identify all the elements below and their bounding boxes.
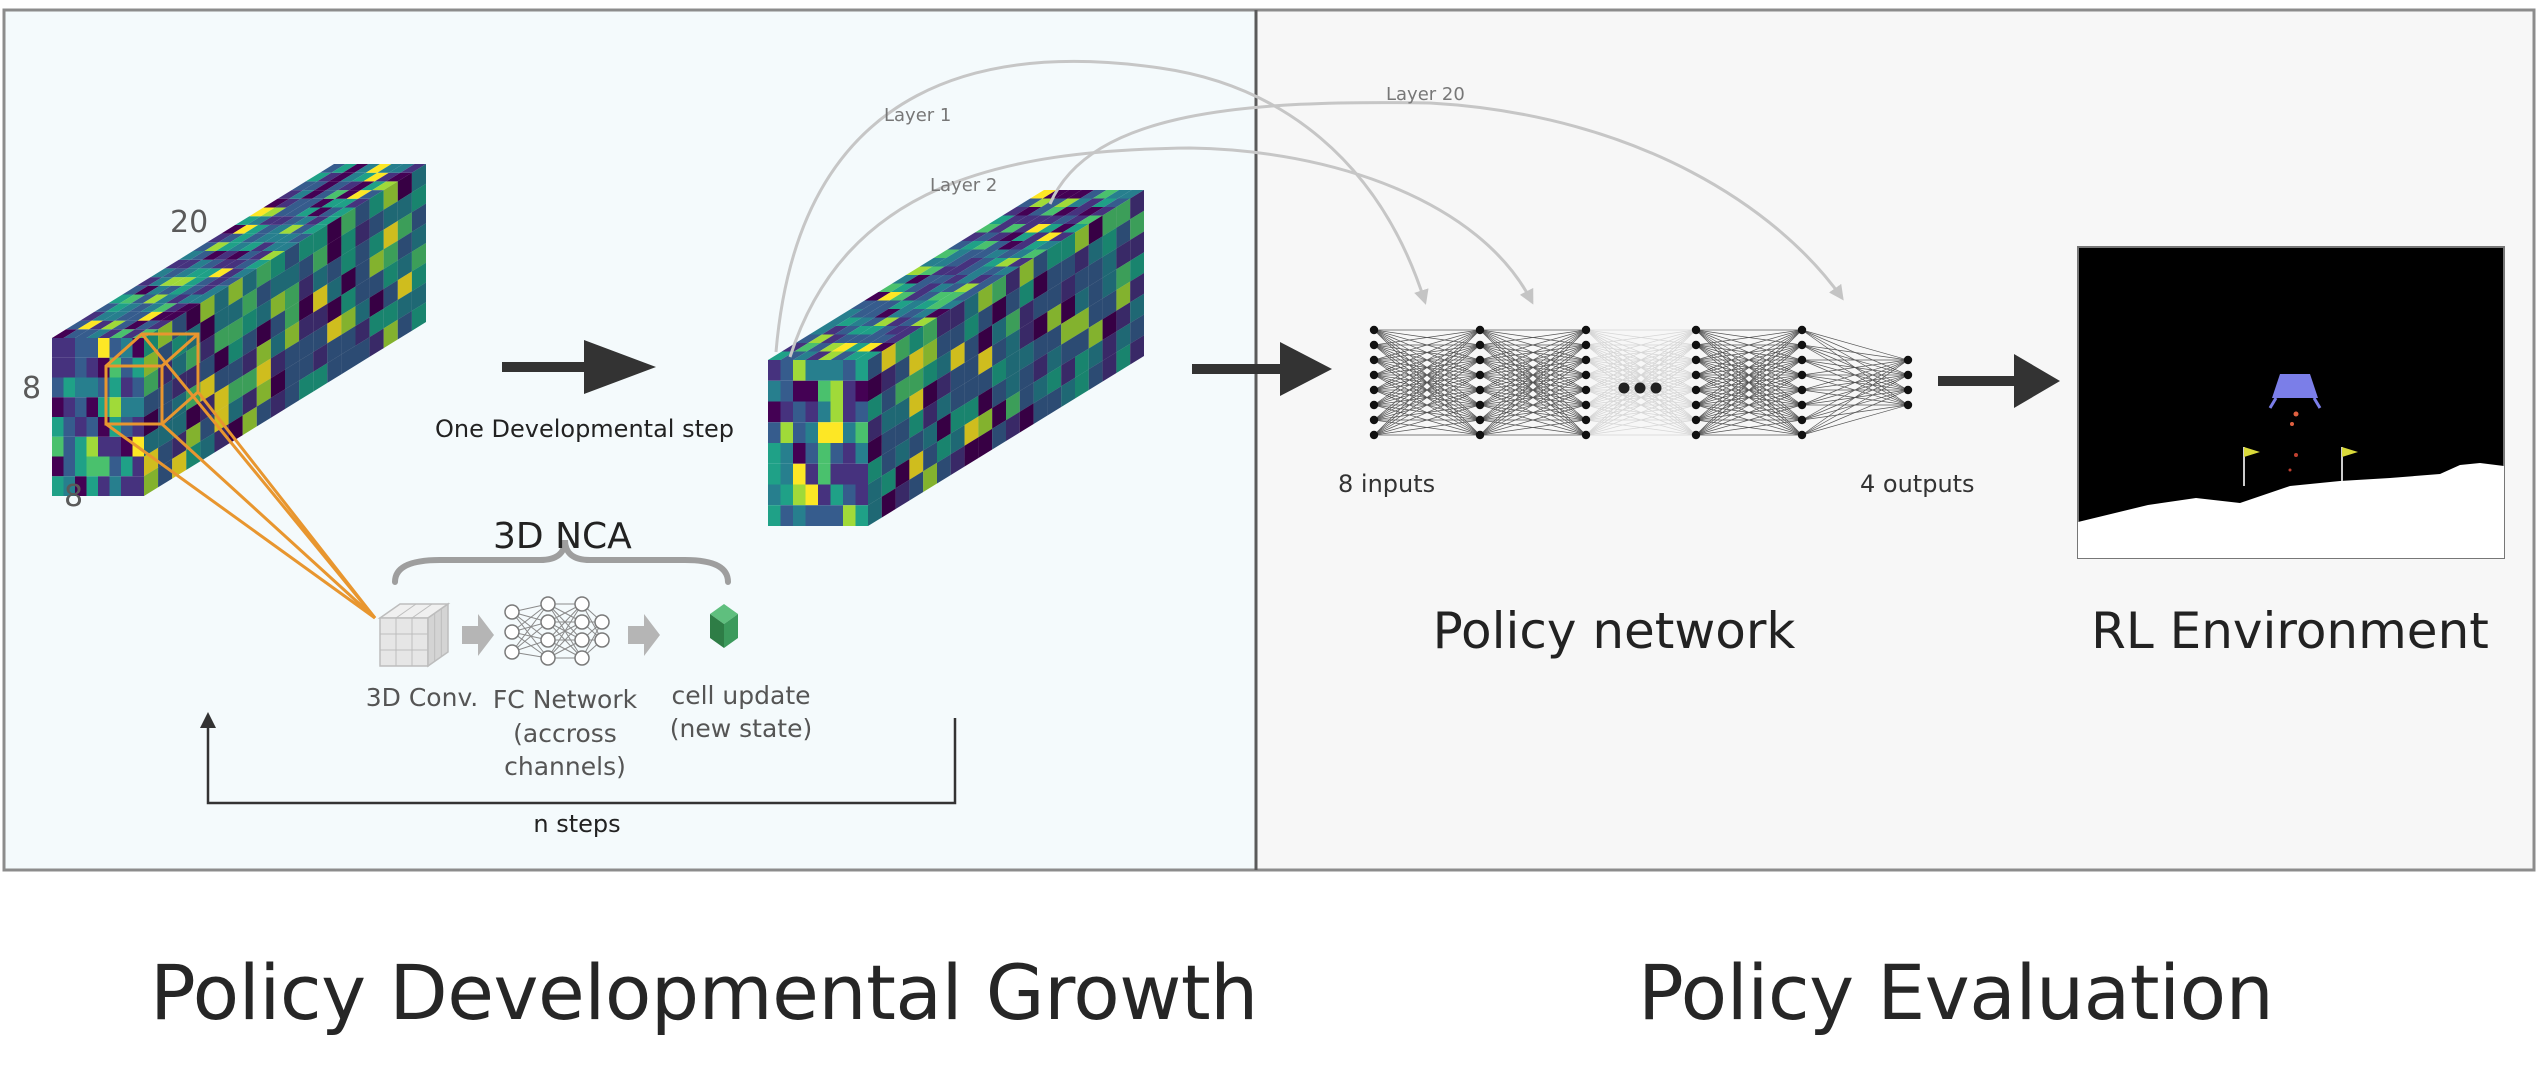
layer-1-label: Layer 1 (884, 105, 951, 126)
cube-height-label: 8 (22, 371, 41, 406)
to-policy-arrow (1192, 342, 1332, 396)
policy-network-title: Policy network (1433, 602, 1796, 660)
conv-kernel-highlight (104, 332, 377, 620)
developed-cube (768, 190, 1144, 526)
lunar-lander (2272, 374, 2318, 398)
outputs-label: 4 outputs (1860, 470, 1975, 498)
nca-label: 3D NCA (493, 516, 632, 557)
dev-step-arrow (502, 340, 656, 394)
caption-left: Policy Developmental Growth (150, 948, 1258, 1037)
nca-brace (392, 539, 731, 585)
cell-update-line2: (new state) (670, 714, 812, 743)
layer-2-label: Layer 2 (930, 175, 997, 196)
flag-right (2342, 447, 2358, 457)
caption-right: Policy Evaluation (1638, 948, 2274, 1037)
cell-update-icon (710, 604, 738, 648)
rl-environment-frame (2077, 246, 2505, 559)
fc-label-line1: FC Network (493, 685, 638, 714)
conv-cube-icon (377, 602, 451, 668)
fc-label-line3: channels) (504, 752, 626, 781)
env-title: RL Environment (2091, 602, 2489, 660)
layer-2-arc (788, 146, 1534, 358)
n-steps-loop (200, 712, 957, 805)
layer-20-label: Layer 20 (1386, 84, 1465, 105)
flag-left (2244, 447, 2260, 457)
to-env-arrow (1938, 354, 2060, 408)
inputs-label: 8 inputs (1338, 470, 1435, 498)
initial-cube (52, 164, 426, 496)
cell-update-line1: cell update (671, 681, 810, 710)
terrain (2078, 463, 2504, 558)
flow-arrow-2 (628, 614, 660, 656)
cube-depth-label: 20 (170, 205, 208, 240)
policy-network (1369, 325, 1913, 440)
fc-network-icon (504, 596, 610, 666)
flow-arrow-1 (462, 614, 494, 656)
loop-label: n steps (533, 810, 620, 838)
cube-width-label: 8 (64, 479, 83, 514)
dev-step-label: One Developmental step (435, 415, 734, 443)
layer-20-arc (1048, 101, 1844, 301)
fc-label-line2: (accross (513, 719, 617, 748)
conv-label: 3D Conv. (366, 683, 479, 712)
layer-arcs (774, 60, 1844, 358)
